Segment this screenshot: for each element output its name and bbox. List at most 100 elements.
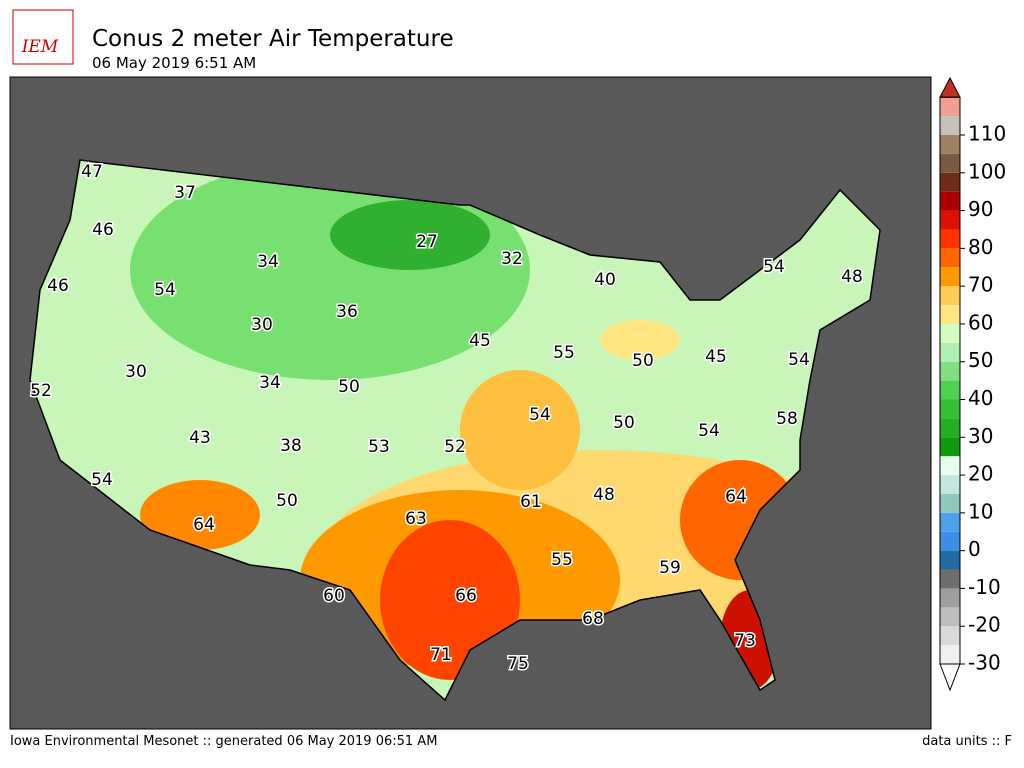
colorbar-tick-label: 90 — [968, 197, 993, 221]
colorbar-bin — [940, 569, 960, 589]
station-label: 55 — [551, 550, 573, 570]
colorbar-tick-label: 40 — [968, 386, 993, 410]
colorbar-bin — [940, 550, 960, 570]
colorbar-bin — [940, 248, 960, 268]
station-label: 32 — [501, 249, 523, 269]
colorbar-bin — [940, 437, 960, 457]
colorbar-outline — [939, 96, 961, 665]
station-label: 34 — [257, 252, 279, 272]
footer-left: Iowa Environmental Mesonet :: generated … — [10, 734, 437, 749]
station-label: 48 — [593, 485, 615, 505]
logo-box — [12, 9, 74, 65]
station-label: 36 — [336, 302, 358, 322]
station-label: 50 — [338, 377, 360, 397]
station-label: 68 — [582, 609, 604, 629]
station-label: 30 — [125, 362, 147, 382]
station-label: 66 — [455, 586, 477, 606]
station-label: 50 — [632, 351, 654, 371]
station-label: 45 — [469, 331, 491, 351]
station-label: 54 — [763, 257, 785, 277]
station-label: 54 — [154, 280, 176, 300]
colorbar-bin — [940, 135, 960, 154]
colorbar-bin — [940, 399, 960, 419]
colorbar: -30 -20 -10 0 10 20 30 40 50 60 70 80 90 100 110 — [939, 76, 1006, 692]
colorbar-tick-label: 110 — [968, 122, 1006, 146]
station-label: 55 — [553, 343, 575, 363]
colorbar-bin — [940, 626, 960, 646]
station-label: 45 — [705, 347, 727, 367]
station-label: 52 — [444, 437, 466, 457]
station-label: 54 — [91, 470, 113, 490]
colorbar-tick-label: 70 — [968, 273, 993, 297]
station-label: 61 — [520, 492, 542, 512]
colorbar-bin — [940, 645, 960, 664]
colorbar-bin — [940, 361, 960, 381]
colorbar-tick-label: 60 — [968, 310, 993, 334]
station-label: 53 — [368, 437, 390, 457]
colorbar-bin — [940, 172, 960, 192]
station-label: 46 — [92, 220, 114, 240]
colorbar-bin — [940, 305, 960, 324]
colorbar-bin — [940, 493, 960, 513]
colorbar-bin — [940, 380, 960, 400]
colorbar-tick-label: 80 — [968, 235, 993, 259]
colorbar-bin — [940, 456, 960, 476]
colorbar-tick-label: -30 — [968, 651, 1001, 675]
colorbar-bin — [940, 229, 960, 249]
station-label: 71 — [430, 645, 452, 665]
footer-right: data units :: F — [922, 734, 1012, 749]
station-label: 38 — [280, 436, 302, 456]
title: Conus 2 meter Air Temperature — [92, 26, 454, 52]
station-label: 60 — [323, 586, 345, 606]
station-label: 34 — [259, 373, 281, 393]
colorbar-tick-label: 50 — [968, 348, 993, 372]
station-label: 27 — [416, 232, 438, 252]
station-label: 59 — [659, 558, 681, 578]
colorbar-bin — [940, 588, 960, 608]
station-label: 64 — [725, 487, 747, 507]
colorbar-tick-label: 100 — [968, 159, 1006, 183]
colorbar-tick-label: -10 — [968, 575, 1001, 599]
station-label: 52 — [30, 381, 52, 401]
subtitle: 06 May 2019 6:51 AM — [92, 54, 256, 72]
colorbar-arrow-top — [939, 76, 961, 98]
colorbar-tick-label: 10 — [968, 499, 993, 523]
colorbar-bin — [940, 210, 960, 230]
colorbar-bin — [940, 267, 960, 287]
station-label: 30 — [251, 315, 273, 335]
station-label: 48 — [841, 267, 863, 287]
colorbar-tick-label: 20 — [968, 462, 993, 486]
colorbar-bin — [940, 512, 960, 532]
station-label: 54 — [788, 350, 810, 370]
station-label: 37 — [174, 183, 196, 203]
station-label: 73 — [734, 631, 756, 651]
station-label: 64 — [193, 515, 215, 535]
colorbar-bin — [940, 191, 960, 211]
station-label: 58 — [776, 409, 798, 429]
colorbar-bin — [940, 342, 960, 362]
station-label: 50 — [613, 413, 635, 433]
station-label: 54 — [529, 405, 551, 425]
station-label: 40 — [594, 270, 616, 290]
colorbar-bin — [940, 97, 960, 117]
colorbar-bin — [940, 475, 960, 494]
colorbar-bin — [940, 116, 960, 135]
colorbar-bin — [940, 418, 960, 438]
colorbar-arrow-bottom — [939, 663, 961, 692]
station-label: 75 — [507, 654, 529, 674]
station-labels: 47 37 46 34 27 32 40 54 48 46 54 30 36 45 55 50 45 54 52 30… — [29, 161, 865, 676]
logo: IEM — [21, 37, 59, 57]
station-label: 46 — [47, 276, 69, 296]
colorbar-bin — [940, 153, 960, 173]
colorbar-tick-label: -20 — [968, 613, 1001, 637]
colorbar-bin — [940, 323, 960, 343]
colorbar-bin — [940, 286, 960, 306]
station-label: 54 — [698, 421, 720, 441]
station-label: 63 — [405, 509, 427, 529]
station-label: 50 — [276, 491, 298, 511]
colorbar-bin — [940, 607, 960, 627]
colorbar-tick-label: 0 — [968, 537, 981, 561]
colorbar-tick-label: 30 — [968, 424, 993, 448]
colorbar-bin — [940, 531, 960, 551]
